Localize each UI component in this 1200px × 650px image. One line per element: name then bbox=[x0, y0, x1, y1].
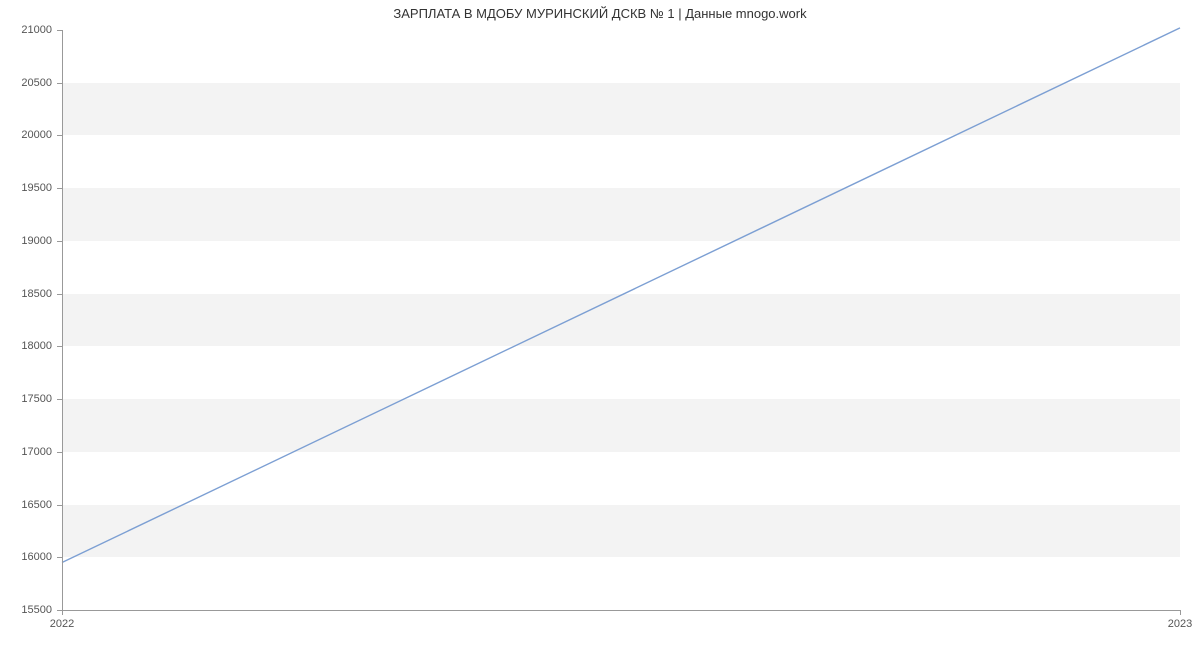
line-layer bbox=[62, 30, 1180, 610]
y-tick-label: 18000 bbox=[0, 340, 52, 352]
y-tick-label: 17000 bbox=[0, 446, 52, 458]
x-tick bbox=[1180, 610, 1181, 615]
y-tick-label: 20500 bbox=[0, 77, 52, 89]
chart-title: ЗАРПЛАТА В МДОБУ МУРИНСКИЙ ДСКВ № 1 | Да… bbox=[0, 6, 1200, 21]
y-axis bbox=[62, 30, 63, 610]
y-tick-label: 19000 bbox=[0, 235, 52, 247]
series-line-salary bbox=[62, 28, 1180, 563]
y-tick-label: 17500 bbox=[0, 393, 52, 405]
y-tick-label: 20000 bbox=[0, 129, 52, 141]
y-tick-label: 16500 bbox=[0, 499, 52, 511]
y-tick-label: 19500 bbox=[0, 182, 52, 194]
y-tick-label: 15500 bbox=[0, 604, 52, 616]
x-axis bbox=[62, 610, 1180, 611]
x-tick-label: 2023 bbox=[1168, 618, 1192, 630]
plot-area bbox=[62, 30, 1180, 610]
y-tick-label: 16000 bbox=[0, 551, 52, 563]
y-tick-label: 21000 bbox=[0, 24, 52, 36]
x-tick-label: 2022 bbox=[50, 618, 74, 630]
y-tick-label: 18500 bbox=[0, 288, 52, 300]
salary-chart: ЗАРПЛАТА В МДОБУ МУРИНСКИЙ ДСКВ № 1 | Да… bbox=[0, 0, 1200, 650]
